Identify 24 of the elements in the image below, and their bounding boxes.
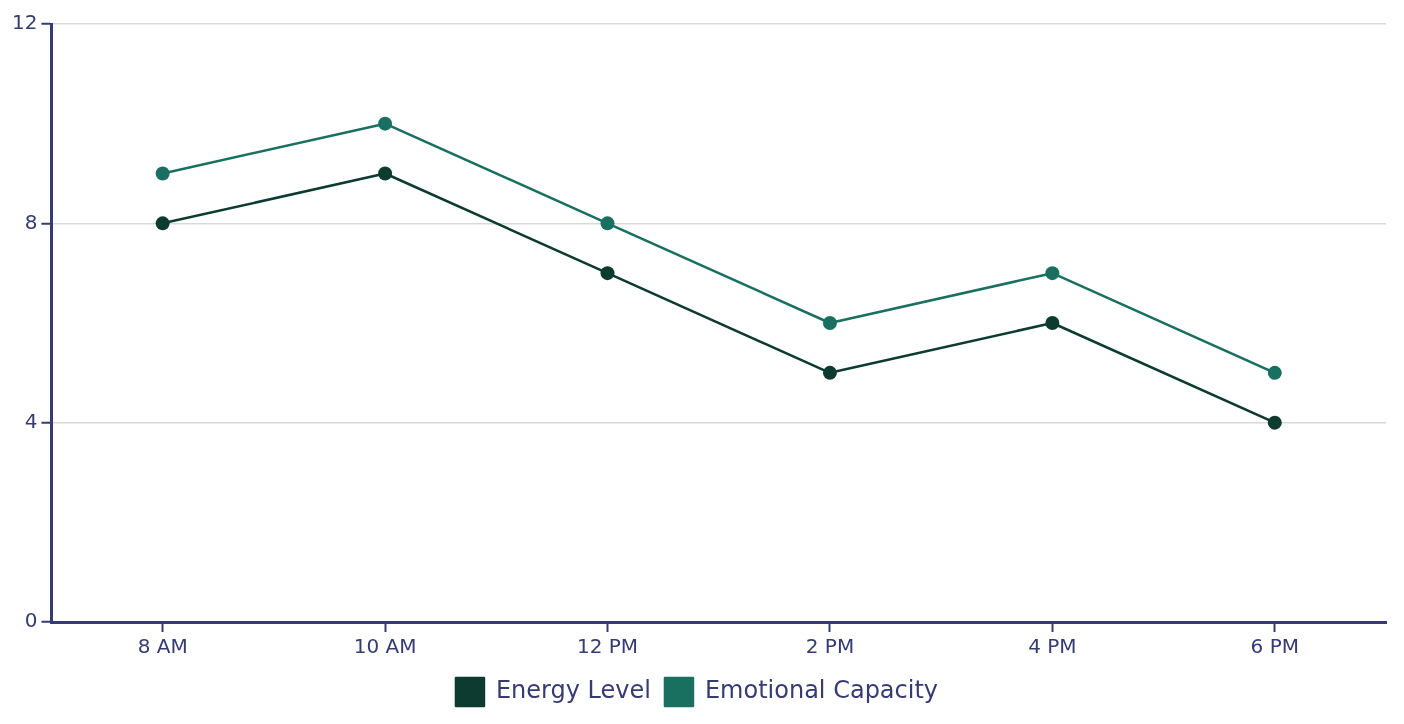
- legend-label: Emotional Capacity: [704, 676, 939, 705]
- point: [378, 116, 393, 131]
- point: [822, 316, 837, 330]
- x-tick-label: 8 AM: [137, 634, 188, 659]
- legend-label: Energy Level: [495, 676, 651, 705]
- point: [1045, 266, 1060, 281]
- point: [155, 166, 170, 181]
- x-tick-label: 2 PM: [805, 634, 855, 659]
- x-tick-label: 10 AM: [353, 634, 417, 659]
- y-tick-label: 12: [12, 10, 38, 35]
- point: [600, 216, 615, 231]
- point: [155, 216, 170, 231]
- x-tick-label: 6 PM: [1250, 634, 1299, 659]
- point: [822, 365, 837, 380]
- point: [1267, 365, 1282, 380]
- y-tick-label: 0: [24, 608, 38, 633]
- y-tick-label: 8: [24, 209, 38, 234]
- point: [1045, 316, 1060, 330]
- y-tick-label: 4: [24, 408, 38, 433]
- x-tick-label: 4 PM: [1028, 634, 1077, 659]
- point: [1267, 415, 1282, 430]
- point: [378, 166, 393, 181]
- x-tick-label: 12 PM: [576, 634, 639, 659]
- point: [600, 266, 615, 281]
